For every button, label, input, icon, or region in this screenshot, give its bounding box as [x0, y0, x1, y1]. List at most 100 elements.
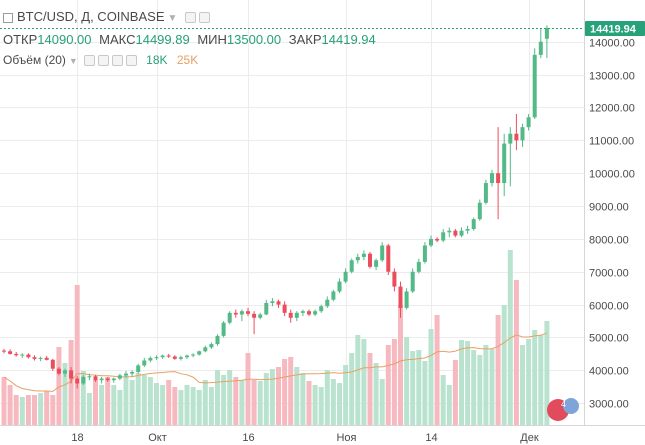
candle-body	[166, 355, 171, 357]
volume-bar	[25, 395, 31, 425]
candle-body	[319, 306, 324, 312]
candle-body	[459, 230, 464, 236]
price-tick-label: 6000.00	[589, 301, 629, 313]
volume-bar	[318, 387, 324, 425]
volume-bar	[233, 377, 239, 425]
volume-bar	[263, 373, 269, 425]
candle-body	[258, 314, 263, 318]
candle-body	[453, 230, 458, 236]
plus-icon[interactable]	[111, 55, 123, 67]
volume-bar	[434, 315, 440, 425]
price-tick-label: 4000.00	[589, 366, 629, 378]
candle-body	[233, 312, 238, 315]
price-tick-label: 3000.00	[589, 399, 629, 411]
volume-bar	[288, 357, 294, 425]
volume-bar	[343, 365, 349, 425]
volume-bar	[465, 341, 471, 425]
volume-bar	[196, 390, 202, 425]
close-value: 14419.94	[321, 32, 376, 47]
candle-body	[56, 368, 61, 374]
volume-bar	[123, 375, 129, 425]
close-icon[interactable]	[125, 55, 137, 67]
volume-bar	[440, 375, 446, 425]
symbol-title[interactable]: BTC/USD, Д, COINBASE ▼	[3, 9, 211, 24]
volume-bar	[172, 387, 178, 425]
volume-bar	[178, 390, 184, 425]
candle-body	[325, 299, 330, 307]
collapse-icon[interactable]	[3, 12, 13, 23]
candle-body	[20, 354, 25, 356]
volume-bar	[7, 385, 13, 425]
eye-icon[interactable]	[83, 55, 95, 67]
volume-bar	[422, 361, 428, 425]
price-tick-label: 13000.00	[589, 71, 635, 83]
volume-bar	[105, 377, 111, 425]
candle-body	[26, 354, 31, 358]
high-value: 14499.89	[135, 32, 190, 47]
volume-bar	[80, 371, 86, 425]
candle-body	[38, 357, 43, 359]
candle-body	[63, 370, 67, 374]
candle-body	[221, 322, 226, 336]
volume-bar	[367, 353, 373, 425]
gear-icon[interactable]	[97, 55, 109, 67]
candle-body	[93, 376, 98, 381]
candle-body	[75, 378, 80, 384]
price-tick-label: 9000.00	[589, 202, 629, 214]
volume-bar	[501, 305, 507, 425]
candle-body	[361, 253, 366, 257]
candle-body	[508, 133, 513, 144]
volume-bar	[416, 350, 422, 425]
candle-body	[294, 312, 299, 318]
volume-value-up: 18K	[146, 53, 168, 67]
candle-body	[246, 311, 250, 314]
candle-body	[368, 253, 372, 267]
candle-body	[209, 344, 214, 348]
candle-body	[307, 311, 311, 315]
candle-body	[313, 311, 318, 315]
volume-legend[interactable]: Объём (20) ▼ 18K 25K	[3, 53, 198, 67]
candle-body	[447, 230, 452, 233]
high-label: МАКС	[99, 32, 136, 47]
gear-icon[interactable]	[199, 12, 211, 24]
volume-bar	[38, 393, 44, 425]
price-tick-label: 14000.00	[589, 38, 635, 50]
candle-body	[300, 311, 305, 313]
price-axis[interactable]: 3000.00 4000.00 5000.00 6000.00 7000.00 8000.…	[589, 38, 635, 411]
candle-body	[496, 173, 501, 184]
candle-body	[416, 261, 421, 272]
candle-body	[154, 357, 159, 359]
last-price-label: 14419.94	[590, 24, 637, 36]
open-label: ОТКР	[3, 32, 38, 47]
open-value: 14090.00	[37, 32, 92, 47]
volume-bar	[19, 397, 25, 425]
volume-bar	[154, 383, 159, 425]
candle-body	[276, 301, 281, 305]
candle-body	[374, 260, 379, 267]
time-axis[interactable]: 18 Окт 16 Ноя 14 Дек	[71, 432, 538, 444]
candle-body	[398, 286, 403, 308]
candle-body	[111, 378, 116, 381]
candle-body	[142, 360, 147, 366]
candles	[2, 25, 549, 389]
time-tick-label: 18	[71, 432, 83, 444]
chevron-down-icon[interactable]: ▼	[68, 56, 78, 66]
candle-body	[87, 376, 92, 378]
settings-icon[interactable]	[185, 12, 197, 24]
volume-bar	[520, 345, 525, 425]
volume-bar	[129, 380, 135, 425]
time-tick-label: Окт	[148, 432, 167, 444]
volume-bar	[1, 377, 7, 425]
volume-bar	[294, 367, 300, 425]
close-label: ЗАКР	[288, 32, 322, 47]
volume-bar	[215, 370, 220, 425]
volume-bar	[306, 381, 312, 425]
scroll-to-realtime-icon[interactable]: 4	[547, 398, 579, 421]
price-tick-label: 12000.00	[589, 103, 635, 115]
chevron-down-icon[interactable]: ▼	[167, 13, 178, 24]
candle-body	[270, 301, 275, 303]
candle-body	[178, 357, 183, 359]
price-tick-label: 11000.00	[589, 136, 634, 148]
last-price-badge: 14419.94	[585, 21, 645, 36]
